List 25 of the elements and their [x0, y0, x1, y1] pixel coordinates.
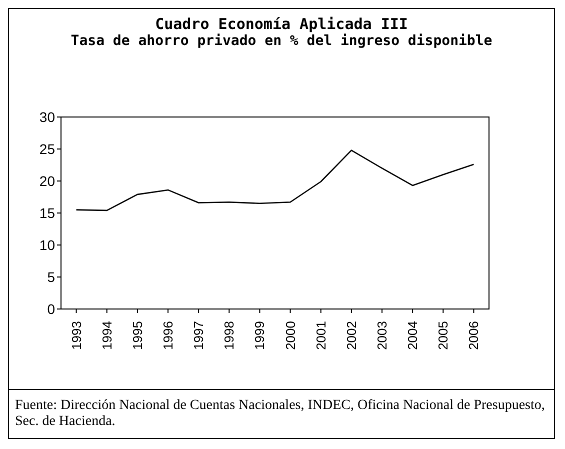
x-tick-label: 2006	[466, 321, 482, 350]
y-tick-label: 15	[39, 204, 56, 221]
x-tick-label: 1998	[222, 321, 237, 350]
x-tick-label: 2004	[405, 321, 420, 350]
chart-title: Cuadro Economía Aplicada III	[154, 15, 409, 33]
x-tick-label: 1999	[252, 321, 268, 350]
x-tick-label: 2001	[313, 321, 328, 350]
x-tick-label: 2002	[344, 321, 359, 350]
x-tick-label: 2005	[436, 321, 451, 350]
y-tick-label: 30	[39, 108, 56, 125]
y-tick-label: 25	[39, 140, 56, 157]
x-tick-label: 2000	[282, 321, 298, 350]
x-tick-label: 2003	[374, 321, 390, 350]
y-tick-label: 10	[39, 236, 56, 253]
x-tick-label: 1997	[191, 321, 206, 350]
x-tick-label: 1994	[99, 321, 114, 350]
chart-subtitle: Tasa de ahorro privado en % del ingreso disponible	[70, 33, 494, 49]
x-tick-label: 1996	[160, 321, 176, 350]
y-tick-label: 0	[47, 300, 56, 317]
source-note: Fuente: Dirección Nacional de Cuentas Nacionales, INDEC, Oficina Nacional de Presupuesto, Sec. de Hacienda.	[15, 398, 546, 430]
y-tick-label: 5	[47, 268, 56, 285]
x-tick-label: 1993	[68, 321, 84, 350]
line-series	[76, 150, 474, 212]
x-tick-label: 1995	[130, 321, 145, 350]
y-tick-label: 20	[39, 172, 56, 189]
